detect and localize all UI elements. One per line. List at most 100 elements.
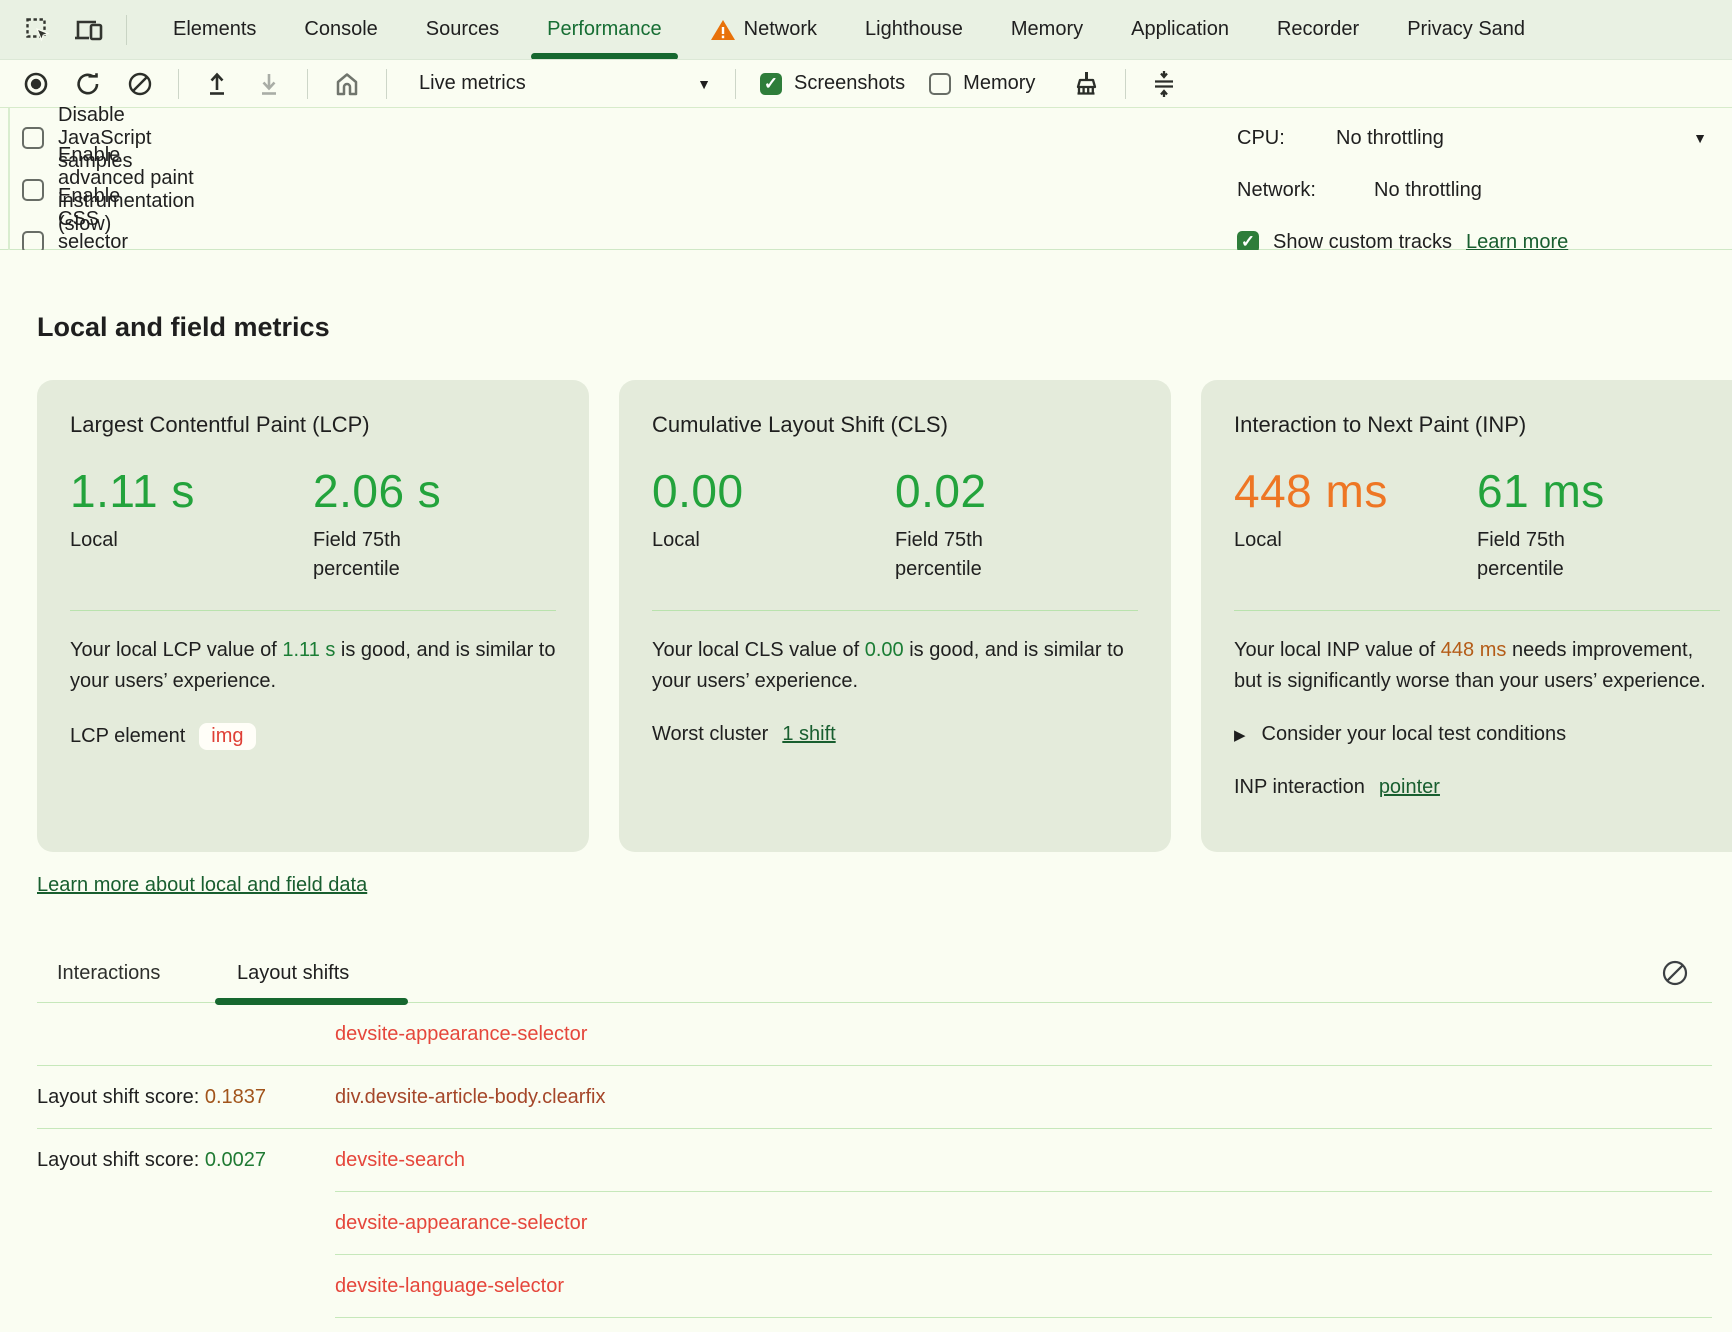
- local-test-conditions-expander[interactable]: ▶ Consider your local test conditions: [1234, 723, 1720, 746]
- panel-mode-select[interactable]: Live metrics ▼: [411, 72, 711, 95]
- tab-memory[interactable]: Memory: [1009, 0, 1085, 60]
- toolbar-separator: [178, 69, 179, 99]
- inp-card: Interaction to Next Paint (INP) 448 ms L…: [1201, 380, 1732, 852]
- panel-mode-value: Live metrics: [419, 72, 526, 95]
- inp-description: Your local INP value of 448 ms needs imp…: [1234, 635, 1720, 697]
- cls-local-value: 0.00: [652, 464, 895, 518]
- tabbar-separator: [126, 15, 127, 45]
- tab-application[interactable]: Application: [1129, 0, 1231, 60]
- tab-elements[interactable]: Elements: [171, 0, 258, 60]
- tab-console[interactable]: Console: [302, 0, 379, 60]
- clear-log-icon[interactable]: [1660, 958, 1690, 988]
- lcp-card: Largest Contentful Paint (LCP) 1.11 s Lo…: [37, 380, 589, 852]
- collapse-panel-icon[interactable]: [1150, 69, 1178, 99]
- cls-field-label: Field 75th percentile: [895, 526, 1025, 584]
- metrics-log: Interactions Layout shifts devsite-appea…: [37, 950, 1712, 1332]
- shift-node-link[interactable]: div.devsite-article-body.clearfix: [335, 1066, 605, 1128]
- layout-shift-row: devsite-appearance-selector: [37, 1192, 1712, 1254]
- chevron-down-icon: ▼: [697, 76, 711, 92]
- tab-layout-shifts[interactable]: Layout shifts: [237, 962, 349, 985]
- layout-shift-row: div.devsite-floating-action-buttons: [37, 1318, 1712, 1332]
- cpu-value: No throttling: [1336, 127, 1444, 150]
- devtools-tabbar: Elements Console Sources Performance Net…: [0, 0, 1732, 60]
- warning-icon: [710, 18, 736, 42]
- inp-interaction-label: INP interaction: [1234, 776, 1365, 799]
- shift-node-link[interactable]: div.devsite-floating-action-buttons: [335, 1318, 631, 1332]
- upload-profile-icon[interactable]: [203, 70, 231, 98]
- memory-checkbox[interactable]: [929, 73, 951, 95]
- tab-network[interactable]: Network: [708, 0, 819, 60]
- home-icon[interactable]: [332, 69, 362, 99]
- cls-card-title: Cumulative Layout Shift (CLS): [652, 412, 1138, 438]
- inp-interaction-link[interactable]: pointer: [1379, 776, 1440, 799]
- screenshots-label: Screenshots: [794, 72, 905, 95]
- toolbar-separator: [735, 69, 736, 99]
- inp-local-value: 448 ms: [1234, 464, 1477, 518]
- performance-toolbar: Live metrics ▼ ✓ Screenshots Memory: [0, 60, 1732, 108]
- screenshots-toggle[interactable]: ✓ Screenshots: [760, 72, 905, 95]
- score-value: 0.1837: [205, 1086, 266, 1108]
- inp-card-title: Interaction to Next Paint (INP): [1234, 412, 1720, 438]
- chevron-down-icon: ▼: [1693, 130, 1707, 146]
- layout-shift-row: devsite-appearance-selector: [37, 1003, 1712, 1065]
- expand-triangle-icon: ▶: [1234, 726, 1246, 744]
- cls-field-value: 0.02: [895, 464, 1138, 518]
- shift-node-link[interactable]: devsite-appearance-selector: [335, 1003, 587, 1065]
- performance-options: Disable JavaScript samples Enable advanc…: [0, 108, 1732, 250]
- garbage-collect-icon[interactable]: [1071, 69, 1101, 99]
- tab-sources[interactable]: Sources: [424, 0, 501, 60]
- score-value: 0.0027: [205, 1149, 266, 1171]
- tab-recorder[interactable]: Recorder: [1275, 0, 1361, 60]
- reload-record-icon[interactable]: [74, 70, 102, 98]
- card-divider: [70, 610, 556, 611]
- tab-lighthouse[interactable]: Lighthouse: [863, 0, 965, 60]
- lcp-inline-value: 1.11 s: [282, 639, 335, 661]
- metric-cards: Largest Contentful Paint (LCP) 1.11 s Lo…: [37, 380, 1697, 852]
- lcp-local-value: 1.11 s: [70, 464, 313, 518]
- cls-description: Your local CLS value of 0.00 is good, an…: [652, 635, 1138, 697]
- log-tabbar: Interactions Layout shifts: [37, 950, 1712, 1003]
- toolbar-separator: [1125, 69, 1126, 99]
- learn-more-field-data-link[interactable]: Learn more about local and field data: [37, 874, 367, 897]
- toolbar-separator: [386, 69, 387, 99]
- record-icon[interactable]: [22, 70, 50, 98]
- score-label: Layout shift score:: [37, 1149, 205, 1171]
- memory-toggle[interactable]: Memory: [929, 72, 1035, 95]
- clear-icon[interactable]: [126, 70, 154, 98]
- shift-node-link[interactable]: devsite-language-selector: [335, 1255, 564, 1317]
- shift-node-link[interactable]: devsite-appearance-selector: [335, 1192, 587, 1254]
- lcp-field-label: Field 75th percentile: [313, 526, 443, 584]
- disable-js-samples-checkbox[interactable]: [22, 127, 44, 149]
- advanced-paint-checkbox[interactable]: [22, 179, 44, 201]
- inp-inline-value: 448 ms: [1441, 639, 1507, 661]
- lcp-description: Your local LCP value of 1.11 s is good, …: [70, 635, 556, 697]
- cls-card: Cumulative Layout Shift (CLS) 0.00 Local…: [619, 380, 1171, 852]
- inp-field-value: 61 ms: [1477, 464, 1720, 518]
- tab-interactions[interactable]: Interactions: [57, 962, 160, 985]
- shift-node-link[interactable]: devsite-search: [335, 1129, 465, 1191]
- worst-cluster-link[interactable]: 1 shift: [782, 723, 835, 746]
- inspect-element-icon[interactable]: [24, 16, 52, 44]
- network-label: Network:: [1237, 179, 1360, 202]
- device-toolbar-icon[interactable]: [74, 16, 104, 44]
- download-profile-icon[interactable]: [255, 70, 283, 98]
- worst-cluster-label: Worst cluster: [652, 723, 768, 746]
- network-throttling-select[interactable]: Network: No throttling ▼: [1237, 178, 1732, 202]
- tab-privacy-sandbox[interactable]: Privacy Sand: [1405, 0, 1527, 60]
- inp-local-label: Local: [1234, 526, 1477, 555]
- memory-label: Memory: [963, 72, 1035, 95]
- score-label: Layout shift score:: [37, 1086, 205, 1108]
- lcp-local-label: Local: [70, 526, 313, 555]
- lcp-field-value: 2.06 s: [313, 464, 556, 518]
- layout-shift-row: Layout shift score: 0.1837 div.devsite-a…: [37, 1066, 1712, 1128]
- screenshots-checkbox[interactable]: ✓: [760, 73, 782, 95]
- cpu-label: CPU:: [1237, 127, 1322, 150]
- section-heading: Local and field metrics: [37, 312, 330, 343]
- inp-field-label: Field 75th percentile: [1477, 526, 1607, 584]
- tab-performance[interactable]: Performance: [545, 0, 664, 60]
- layout-shift-row: devsite-language-selector: [37, 1255, 1712, 1317]
- toolbar-separator: [307, 69, 308, 99]
- lcp-element-node-link[interactable]: img: [199, 723, 255, 750]
- cpu-throttling-select[interactable]: CPU: No throttling ▼: [1237, 126, 1707, 150]
- lcp-card-title: Largest Contentful Paint (LCP): [70, 412, 556, 438]
